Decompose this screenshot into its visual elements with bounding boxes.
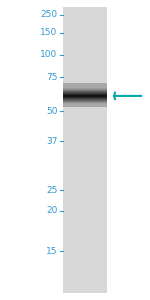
Text: 75: 75 (46, 73, 57, 82)
Text: 15: 15 (46, 247, 57, 256)
Bar (63, 7, 107, 293)
Text: 250: 250 (40, 10, 57, 19)
Text: 20: 20 (46, 206, 57, 215)
Text: 37: 37 (46, 136, 57, 146)
Text: 100: 100 (40, 50, 57, 59)
Text: 25: 25 (46, 186, 57, 195)
Text: 150: 150 (40, 28, 57, 37)
Text: 50: 50 (46, 107, 57, 116)
